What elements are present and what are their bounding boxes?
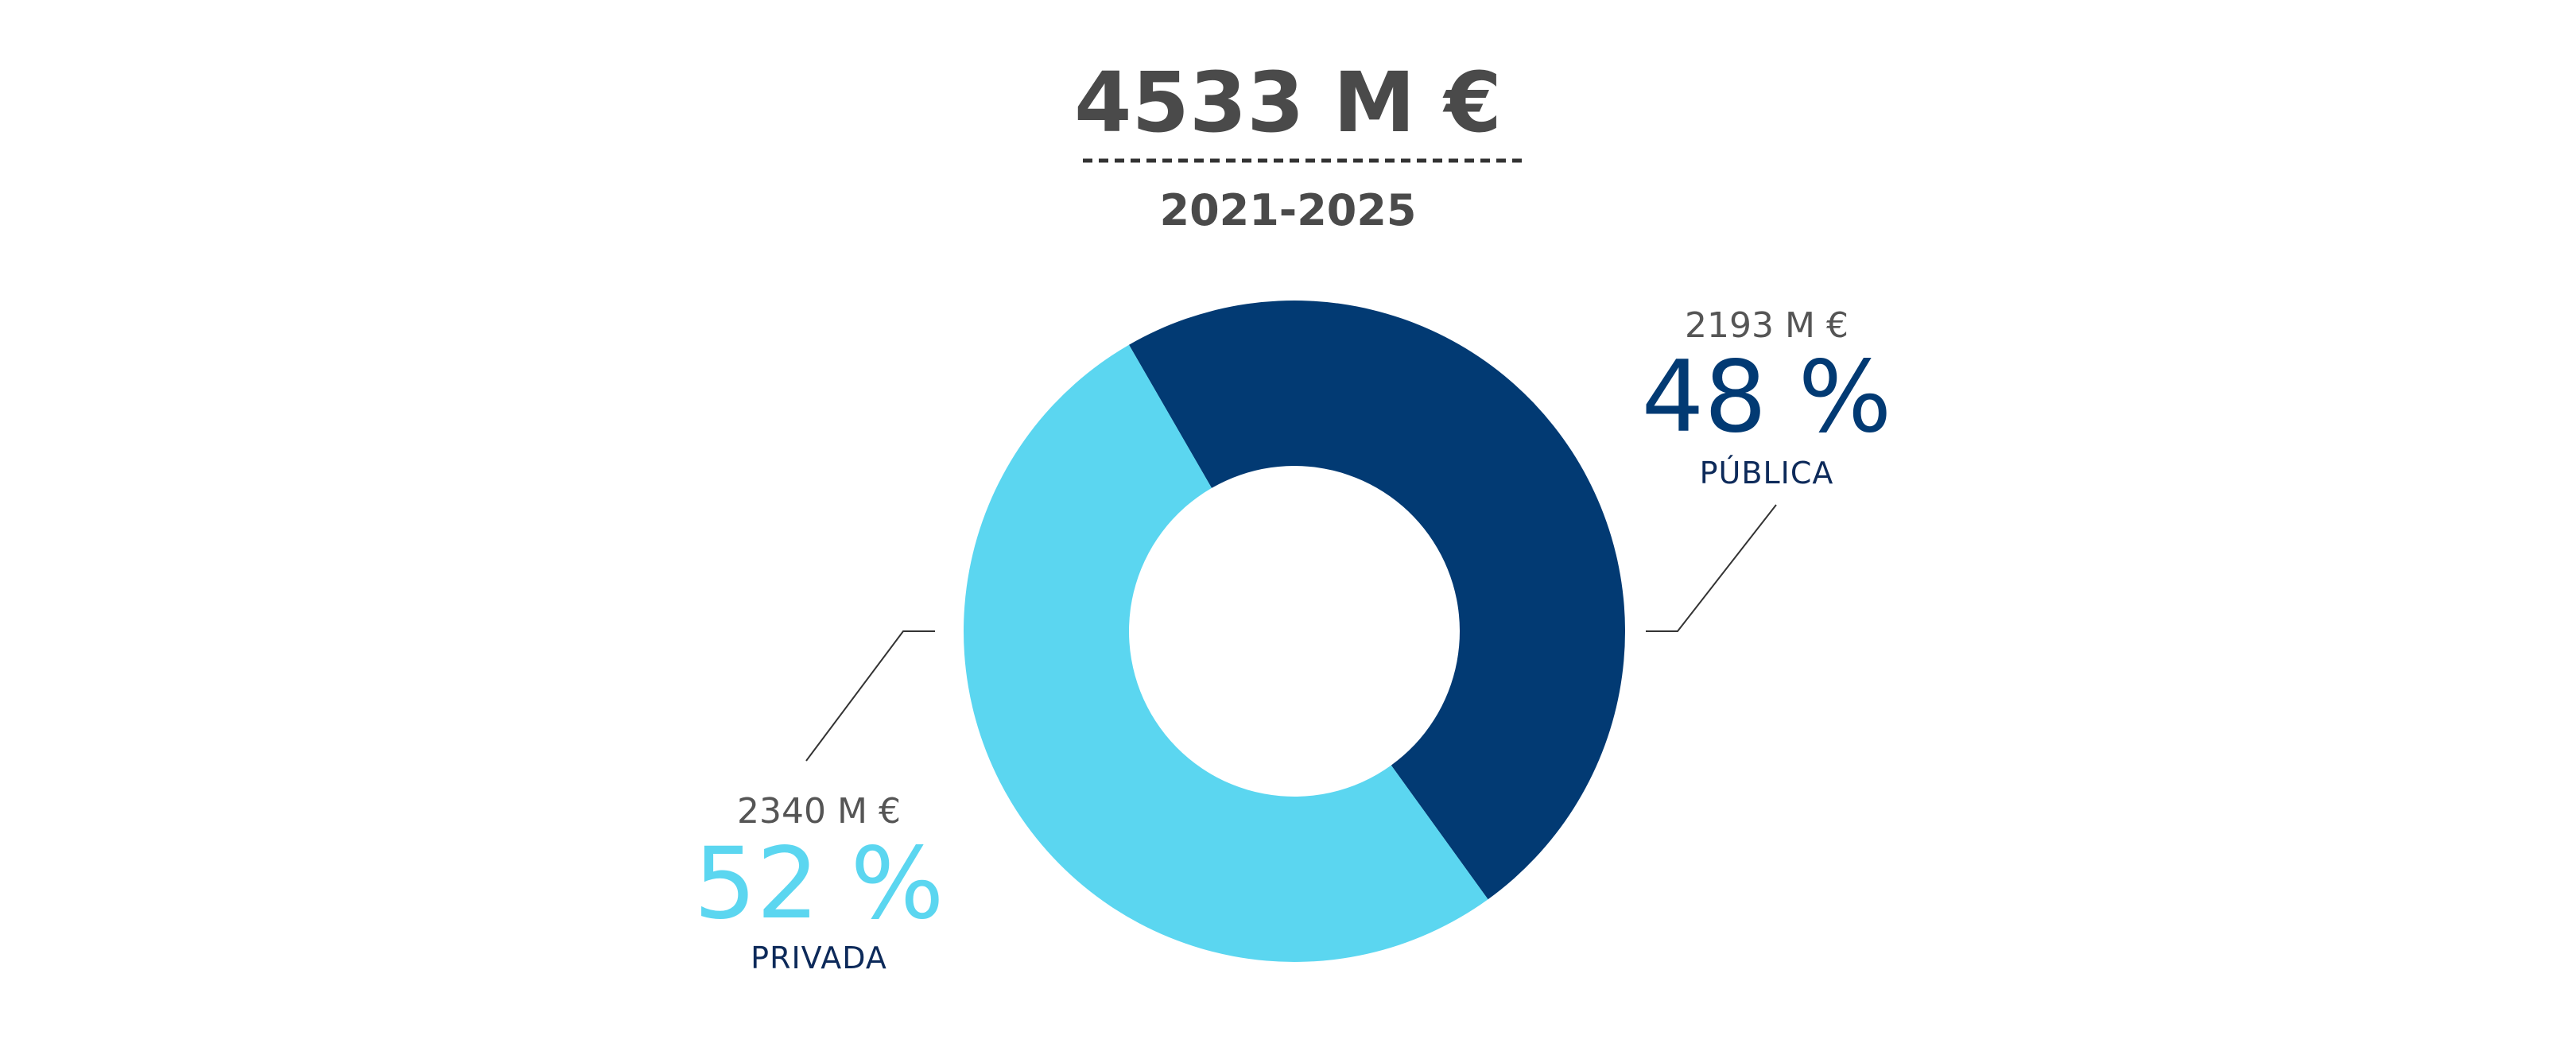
chart-subtitle: 2021-2025 (1160, 185, 1417, 235)
slice-amount-publica: 2193 M € (1685, 305, 1849, 346)
slice-label-privada: PRIVADA (751, 940, 887, 975)
slice-percent-privada: 52 % (693, 827, 944, 941)
slice-amount-privada: 2340 M € (737, 791, 901, 832)
leader-line-publica (1646, 504, 1777, 632)
donut-slice-privada (964, 344, 1488, 962)
donut-slice-publica (1129, 300, 1626, 900)
leader-line-privada (805, 630, 935, 762)
chart-title: 4533 M € (1074, 54, 1502, 151)
slice-label-publica: PÚBLICA (1700, 456, 1834, 491)
slice-percent-publica: 48 % (1641, 340, 1891, 455)
donut-slices (964, 300, 1626, 962)
